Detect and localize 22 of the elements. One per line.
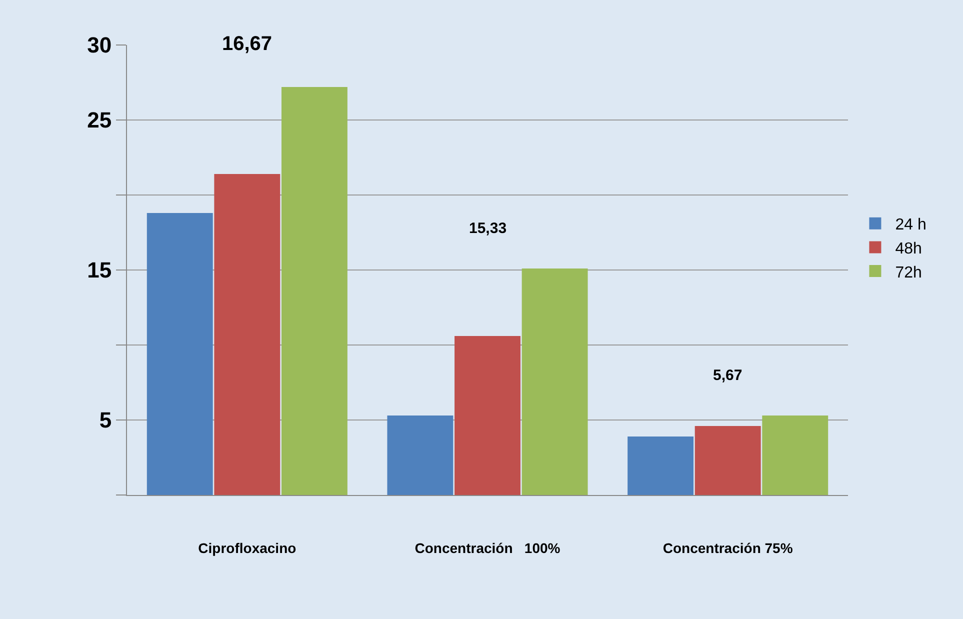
- annotation: 15,33: [469, 220, 507, 237]
- y-tick-label: 30: [87, 32, 112, 58]
- legend-label: 48h: [895, 240, 922, 258]
- annotation: 5,67: [713, 367, 742, 384]
- x-tick-label: Concentración 75%: [662, 540, 794, 556]
- x-tick-label: Concentración 100%: [414, 540, 561, 556]
- bar: [214, 174, 280, 495]
- bar: [146, 213, 213, 495]
- y-tick-label: 25: [87, 108, 112, 133]
- legend-label: 72h: [895, 264, 922, 282]
- bar: [522, 268, 588, 495]
- x-tick-label: Ciprofloxacino: [198, 540, 296, 556]
- bar: [454, 336, 520, 495]
- annotation: 16,67: [222, 33, 272, 55]
- legend-label: 24 h: [895, 216, 926, 234]
- y-tick-label: 5: [99, 408, 112, 433]
- bar: [762, 416, 828, 495]
- y-tick-label: 15: [87, 258, 112, 283]
- bar: [628, 436, 694, 495]
- bar: [694, 426, 761, 495]
- bar: [281, 87, 348, 495]
- bar: [387, 416, 454, 495]
